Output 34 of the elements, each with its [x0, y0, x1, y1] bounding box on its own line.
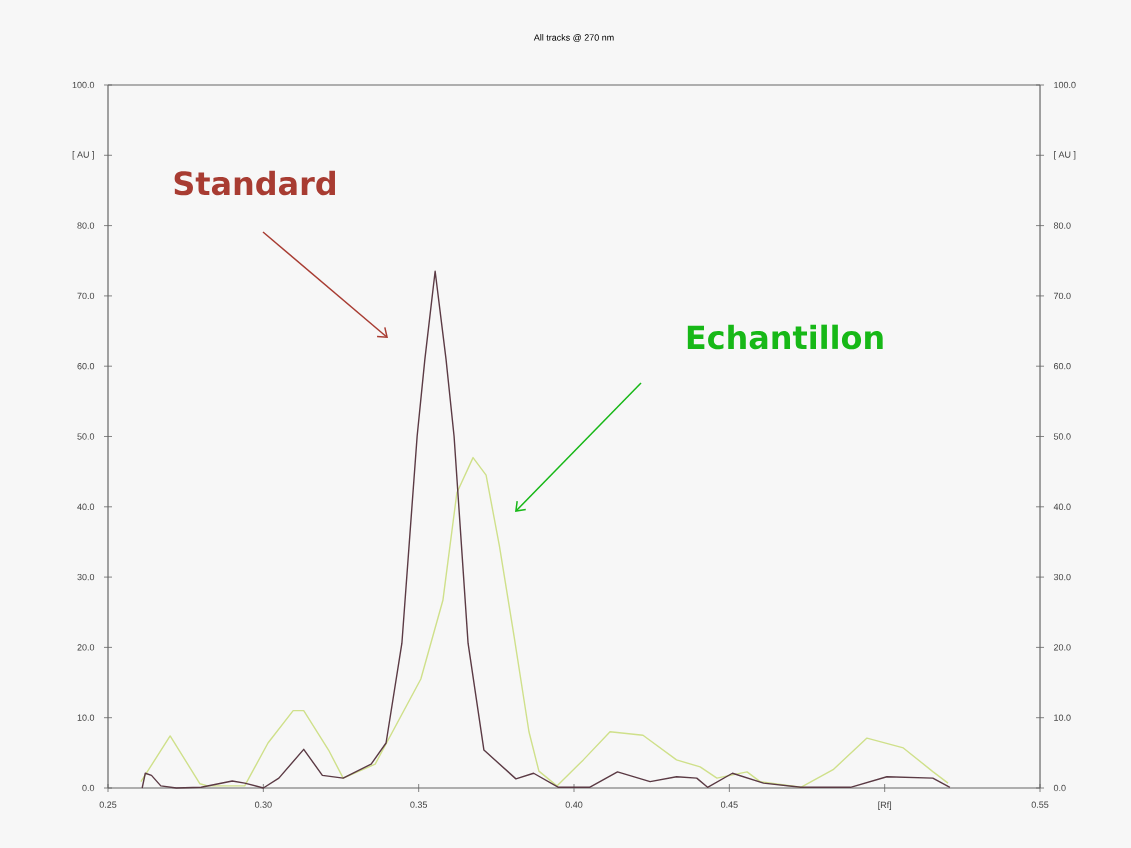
y2-tick-label: 40.0 — [1053, 503, 1071, 510]
x-tick-label: 0.25 — [99, 801, 117, 808]
x-tick-label: 0.45 — [720, 801, 738, 808]
y-tick-label: 20.0 — [77, 644, 95, 651]
y2-tick-label: 70.0 — [1053, 292, 1071, 300]
y-tick-label: 0.0 — [82, 784, 95, 792]
y2-tick-label: 100.0 — [1054, 81, 1076, 89]
y-tick-label: 60.0 — [77, 363, 95, 370]
y2-tick-label: 60.0 — [1053, 363, 1071, 370]
x-tick-label: 0.35 — [410, 801, 428, 808]
chart-title: All tracks @ 270 nm — [533, 34, 614, 42]
y-tick-label: 80.0 — [77, 222, 95, 229]
x-tick-label: 0.30 — [254, 801, 272, 808]
y2-tick-label: 20.0 — [1053, 644, 1071, 651]
y-tick-label: 30.0 — [77, 573, 95, 581]
y-tick-label: 100.0 — [72, 81, 95, 89]
y2-tick-label: 10.0 — [1054, 714, 1071, 721]
annotation: Echantillon — [687, 324, 883, 350]
line-series — [141, 270, 951, 789]
x-tick-label: 0.55 — [1031, 801, 1049, 808]
y2-tick-label: 0.0 — [1053, 784, 1066, 792]
y2-tick-label: [ AU ] — [1054, 151, 1076, 160]
x-tick-label: 0.40 — [565, 801, 583, 808]
annotation: Standard — [174, 170, 335, 196]
y-tick-label: 70.0 — [77, 292, 95, 300]
line-series — [140, 456, 949, 788]
x-tick-label: [Rf] — [878, 801, 892, 810]
y-tick-label: [ AU ] — [72, 151, 94, 160]
y2-tick-label: 30.0 — [1053, 573, 1071, 581]
y2-tick-label: 50.0 — [1053, 433, 1071, 440]
y-tick-label: 10.0 — [77, 714, 95, 721]
y2-tick-label: 80.0 — [1053, 222, 1071, 229]
y-tick-label: 50.0 — [77, 433, 95, 440]
y-tick-label: 40.0 — [77, 503, 95, 510]
